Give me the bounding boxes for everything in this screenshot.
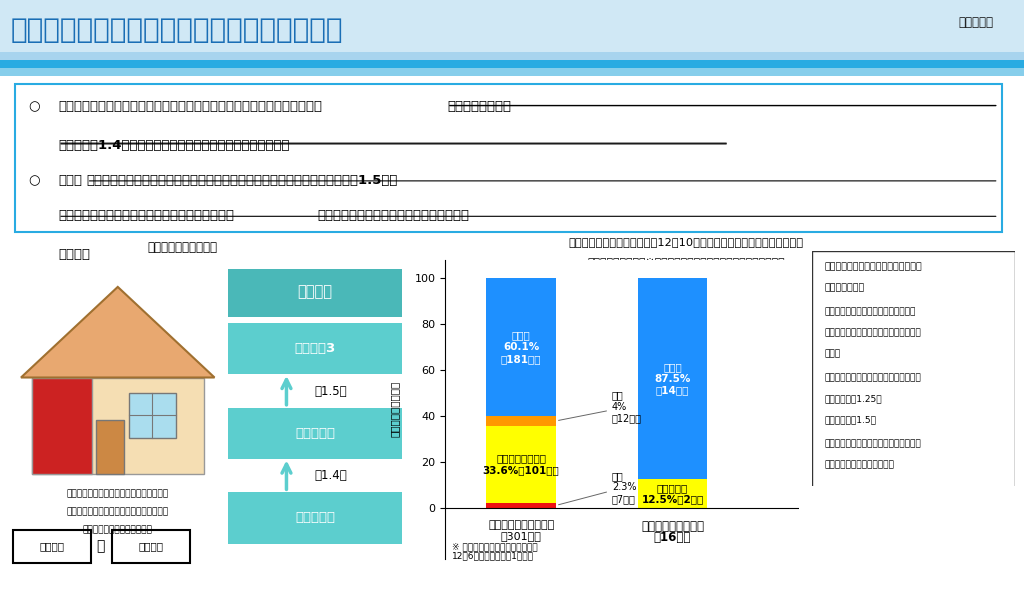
Text: 約1.4倍: 約1.4倍 — [315, 469, 347, 482]
Text: （建築基準法レベル※と住宅性能表示取得物件（等級３）の比較）: （建築基準法レベル※と住宅性能表示取得物件（等級３）の比較） — [588, 257, 784, 266]
Y-axis label: 被害棟数割合（％）: 被害棟数割合（％） — [389, 381, 399, 437]
Text: 軽微・小破・中破
33.6%（101棟）: 軽微・小破・中破 33.6%（101棟） — [482, 454, 559, 475]
Text: 保されているかどうかを確認: 保されているかどうかを確認 — [83, 525, 153, 535]
Bar — [638, 480, 708, 508]
Bar — [96, 420, 124, 474]
Bar — [486, 426, 556, 503]
Text: 約1.5倍: 約1.5倍 — [315, 385, 347, 397]
Text: ＜必要壁量について＞: ＜必要壁量について＞ — [147, 241, 217, 254]
Text: 住宅性能表示制度による耐震等級３（倒壊等防止）の住宅は新耐震基準の約1.5倍の: 住宅性能表示制度による耐震等級３（倒壊等防止）の住宅は新耐震基準の約1.5倍の — [87, 174, 398, 187]
FancyBboxPatch shape — [113, 530, 189, 563]
Text: であることを検証し、表示。: であることを検証し、表示。 — [824, 460, 894, 469]
Text: 旧耐震基準: 旧耐震基準 — [295, 512, 335, 524]
FancyBboxPatch shape — [227, 492, 402, 544]
Bar — [486, 416, 556, 426]
Text: 必要壁量: 必要壁量 — [297, 284, 333, 299]
FancyBboxPatch shape — [13, 530, 91, 563]
Text: 新耐震基準は旧耐: 新耐震基準は旧耐 — [446, 100, 511, 113]
Text: ・等級１は、１倍（建築基準法レベル）: ・等級１は、１倍（建築基準法レベル） — [824, 373, 921, 382]
Bar — [0, 52, 1024, 63]
Bar — [129, 393, 176, 438]
Text: ＜参考＞住宅性能表示制度の耐震等級: ＜参考＞住宅性能表示制度の耐震等級 — [824, 263, 922, 271]
FancyBboxPatch shape — [812, 251, 1015, 489]
Text: ○: ○ — [29, 100, 40, 113]
Text: 性能表示（等級３）: 性能表示（等級３） — [641, 519, 705, 533]
Text: ＜: ＜ — [96, 539, 104, 554]
Bar — [0, 60, 1024, 68]
Text: 震や風に抵抗するために必要な耐力壁が確: 震や風に抵抗するために必要な耐力壁が確 — [67, 507, 169, 516]
Text: 力の、: 力の、 — [824, 350, 841, 359]
Text: あった。: あった。 — [58, 248, 90, 261]
Text: 軽微・小破
12.5%（2棟）: 軽微・小破 12.5%（2棟） — [641, 483, 703, 504]
Text: （301棟）: （301棟） — [501, 531, 542, 541]
Bar — [638, 278, 708, 480]
Text: 大きな損傷が見られず、大部分が無被害で: 大きな損傷が見られず、大部分が無被害で — [317, 210, 469, 222]
Text: 新耐震基準: 新耐震基準 — [295, 427, 335, 440]
Text: ・等級２は、1.25倍: ・等級２は、1.25倍 — [824, 394, 882, 403]
Text: 倒壊
2.3%
（7棟）: 倒壊 2.3% （7棟） — [558, 471, 637, 505]
Text: 度程度の「極めて稀に発生する地震」の: 度程度の「極めて稀に発生する地震」の — [824, 329, 921, 338]
Bar — [486, 278, 556, 416]
Text: 存在壁量: 存在壁量 — [138, 542, 164, 551]
Text: 建築基準法で想定している数百年に一: 建築基準法で想定している数百年に一 — [824, 307, 915, 316]
Text: 大破
4%
（12棟）: 大破 4% （12棟） — [558, 390, 642, 423]
FancyBboxPatch shape — [227, 408, 402, 459]
Text: 震基準の約1.4倍の壁量が確保されているためと考えられる。: 震基準の約1.4倍の壁量が確保されているためと考えられる。 — [58, 138, 290, 152]
Text: 木造建築物の倒壊の原因分析（旧耐震基準）: 木造建築物の倒壊の原因分析（旧耐震基準） — [10, 16, 343, 45]
Text: （建築基準法レベル）: （建築基準法レベル） — [488, 519, 554, 530]
Polygon shape — [32, 378, 92, 474]
Text: 木造住宅の耐震性の検証にあたっては、地: 木造住宅の耐震性の検証にあたっては、地 — [67, 489, 169, 498]
Bar — [486, 503, 556, 508]
Text: （16棟）: （16棟） — [654, 531, 691, 544]
Polygon shape — [32, 378, 204, 474]
Text: 無被害
87.5%
（14棟）: 無被害 87.5% （14棟） — [654, 362, 691, 396]
Text: 無被害
60.1%
（181棟）: 無被害 60.1% （181棟） — [501, 330, 542, 364]
Text: （倒壊等防止）: （倒壊等防止） — [824, 284, 864, 293]
Text: 12年6月〜）及び等級1のもの: 12年6月〜）及び等級1のもの — [452, 552, 534, 561]
Text: 壁量が確保されており、これに該当するものは、: 壁量が確保されており、これに該当するものは、 — [58, 210, 234, 222]
Text: ○: ○ — [29, 174, 40, 187]
Bar — [0, 68, 1024, 76]
Text: の力に対して、倒壊・崩壊等しない程度: の力に対して、倒壊・崩壊等しない程度 — [824, 439, 921, 448]
Text: ＜住宅性能表制度創設（平成12年10月）以降の木造建築物の被害状況＞: ＜住宅性能表制度創設（平成12年10月）以降の木造建築物の被害状況＞ — [568, 237, 804, 246]
Text: なお、: なお、 — [58, 174, 82, 187]
FancyBboxPatch shape — [227, 323, 402, 374]
Text: 旧耐震基準と新耐震基準の木造建築物の倒壊率に顕著な差があったのは、: 旧耐震基準と新耐震基準の木造建築物の倒壊率に顕著な差があったのは、 — [58, 100, 323, 113]
Text: 国土交通省: 国土交通省 — [958, 16, 993, 29]
FancyBboxPatch shape — [15, 84, 1001, 233]
Polygon shape — [20, 287, 215, 378]
FancyBboxPatch shape — [227, 269, 402, 317]
Text: ・等級３は、1.5倍: ・等級３は、1.5倍 — [824, 416, 877, 425]
Text: 必要壁量: 必要壁量 — [40, 542, 65, 551]
Text: 耐震等級3: 耐震等級3 — [294, 342, 336, 355]
Text: ※ 住宅性能表示未取得物件（平成: ※ 住宅性能表示未取得物件（平成 — [452, 542, 538, 551]
